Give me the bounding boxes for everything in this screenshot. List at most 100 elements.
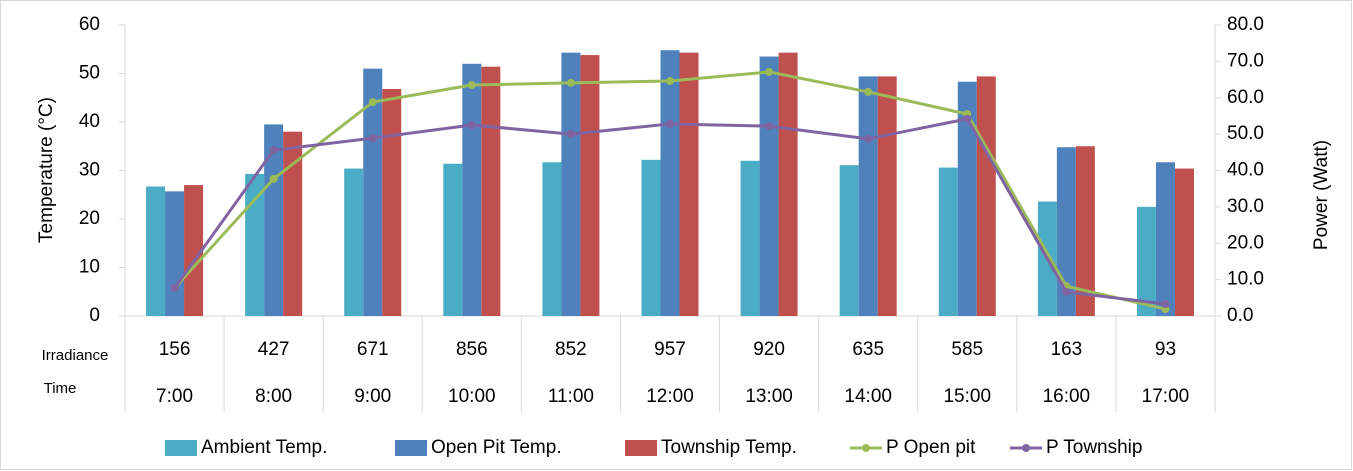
point [269,146,278,155]
y2-tick-label: 70.0 [1227,50,1264,71]
x-tick-label: 9:00 [354,386,391,407]
point [864,134,873,143]
bar [264,124,284,316]
point [666,119,674,128]
y-tick-label: 50 [79,63,100,84]
bar [778,52,798,317]
bar [858,76,878,316]
x-tick-label: 10:00 [448,386,496,407]
bar [660,50,680,316]
legend-label: Township Temp. [661,437,797,458]
irradiance-label: 957 [654,339,686,360]
irradiance-label: 585 [951,339,983,360]
x-tick-label: 12:00 [646,386,694,407]
x-tick-label: 16:00 [1043,386,1091,407]
point [368,134,377,143]
x-tick-label: 14:00 [844,386,892,407]
y-tick-label: 40 [79,111,100,132]
point [467,121,476,130]
bar [443,163,463,316]
bar [1155,162,1175,316]
y2-axis-title: Power (Watt) [1311,140,1332,250]
point [765,67,774,76]
bar [938,167,958,316]
point [269,174,278,183]
legend-swatch [395,440,427,456]
y-tick-label: 20 [79,208,100,229]
bar [363,68,383,317]
bar [679,52,699,317]
bar [1075,146,1095,316]
point [1161,299,1170,308]
y-tick-label: 30 [79,160,100,181]
legend-swatch [1022,444,1030,452]
bar [462,63,482,316]
y2-tick-label: 30.0 [1227,196,1264,217]
y2-tick-label: 80.0 [1227,14,1264,35]
y-axis-title: Temperature (°C) [36,97,57,243]
point [566,78,575,87]
point [765,122,774,131]
bar [184,185,204,316]
legend-swatch [862,444,870,452]
y-tick-label: 10 [79,257,100,278]
legend-label: Open Pit Temp. [431,437,562,458]
bar [1174,168,1194,316]
y2-tick-label: 10.0 [1227,269,1264,290]
point [467,81,476,90]
bar [382,89,402,317]
x-tick-label: 17:00 [1142,386,1190,407]
legend-swatch [625,440,657,456]
y2-tick-label: 50.0 [1227,123,1264,144]
x-tick-label: 15:00 [943,386,991,407]
y2-tick-label: 20.0 [1227,232,1264,253]
bar [957,81,977,317]
irradiance-label: 635 [852,339,884,360]
bar [976,76,996,316]
y-tick-label: 60 [79,14,100,35]
bar [561,52,581,317]
bar [165,191,185,316]
point [566,130,575,139]
x-tick-label: 11:00 [548,386,594,407]
legend-label: P Township [1046,437,1142,458]
irradiance-label: 856 [456,339,488,360]
bar [759,56,779,317]
irradiance-label: 163 [1051,339,1083,360]
bar [344,168,364,316]
bar [283,131,303,316]
row-label: Irradiance [42,347,109,364]
row-label: Time [44,380,77,397]
irradiance-label: 920 [753,339,785,360]
bar [839,165,859,316]
bar [1136,206,1156,316]
irradiance-label: 156 [159,339,191,360]
point [170,283,179,292]
irradiance-label: 427 [258,339,290,360]
bar [542,162,562,316]
bar [641,159,661,316]
legend-label: Ambient Temp. [201,437,327,458]
legend-swatch [165,440,197,456]
point [864,87,873,96]
bar [146,186,166,316]
y-tick-label: 0 [89,305,100,326]
x-tick-label: 7:00 [156,386,193,407]
bar [1056,147,1076,316]
x-tick-label: 13:00 [745,386,793,407]
y2-tick-label: 60.0 [1227,87,1264,108]
legend-label: P Open pit [886,437,976,458]
irradiance-label: 93 [1155,339,1176,360]
point [368,98,377,107]
point [963,114,972,123]
irradiance-label: 671 [357,339,389,360]
bar [580,55,600,316]
point [666,77,674,86]
x-tick-label: 8:00 [255,386,292,407]
y2-tick-label: 40.0 [1227,160,1264,181]
bar [245,173,265,316]
bar [481,66,501,317]
y2-tick-label: 0.0 [1227,305,1253,326]
bar [740,160,760,316]
